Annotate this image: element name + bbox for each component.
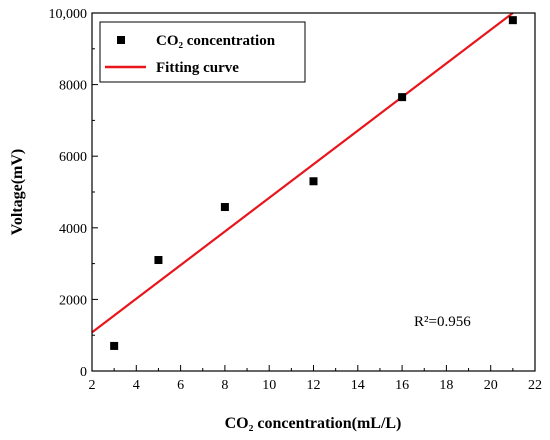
x-tick-label: 12 [307,378,321,393]
y-tick-label: 6000 [59,150,87,165]
legend-label-fit: Fitting curve [156,60,239,76]
legend: CO₂ concentration Fitting curve [99,21,306,83]
y-tick-label: 8000 [59,79,87,94]
y-tick-label: 10,000 [49,7,88,22]
plot-frame [91,12,536,372]
x-tick-label: 14 [351,378,365,393]
x-tick-label: 18 [439,378,453,393]
fitting-curve-line [91,12,514,334]
y-tick-label: 2000 [59,293,87,308]
y-tick-label: 0 [80,365,87,380]
x-tick-label: 20 [484,378,498,393]
x-tick-label: 22 [528,378,542,393]
data-point [154,256,163,265]
x-axis-title: CO₂ concentration(mL/L) [225,415,402,432]
legend-box [99,21,306,83]
x-tick-label: 16 [395,378,409,393]
legend-marker-scatter [117,36,125,44]
axis-ticks: 2 4 6 8 10 12 14 16 18 20 22 0 2000 4000 6000 8000 10,00… [49,7,543,393]
legend-label-scatter: CO₂ concentration [156,33,276,49]
plot-area [91,12,517,350]
x-tick-label: 6 [177,378,184,393]
data-point [309,177,318,186]
x-tick-label: 2 [89,378,96,393]
x-tick-label: 10 [262,378,276,393]
x-tick-label: 4 [133,378,140,393]
r-squared-annotation: R²=0.956 [414,314,471,330]
y-tick-label: 4000 [59,222,87,237]
data-point [220,203,229,212]
data-point [110,341,119,350]
x-tick-label: 8 [221,378,228,393]
y-axis-title: Voltage(mV) [9,149,26,236]
data-point [398,93,407,102]
data-point [508,16,517,25]
